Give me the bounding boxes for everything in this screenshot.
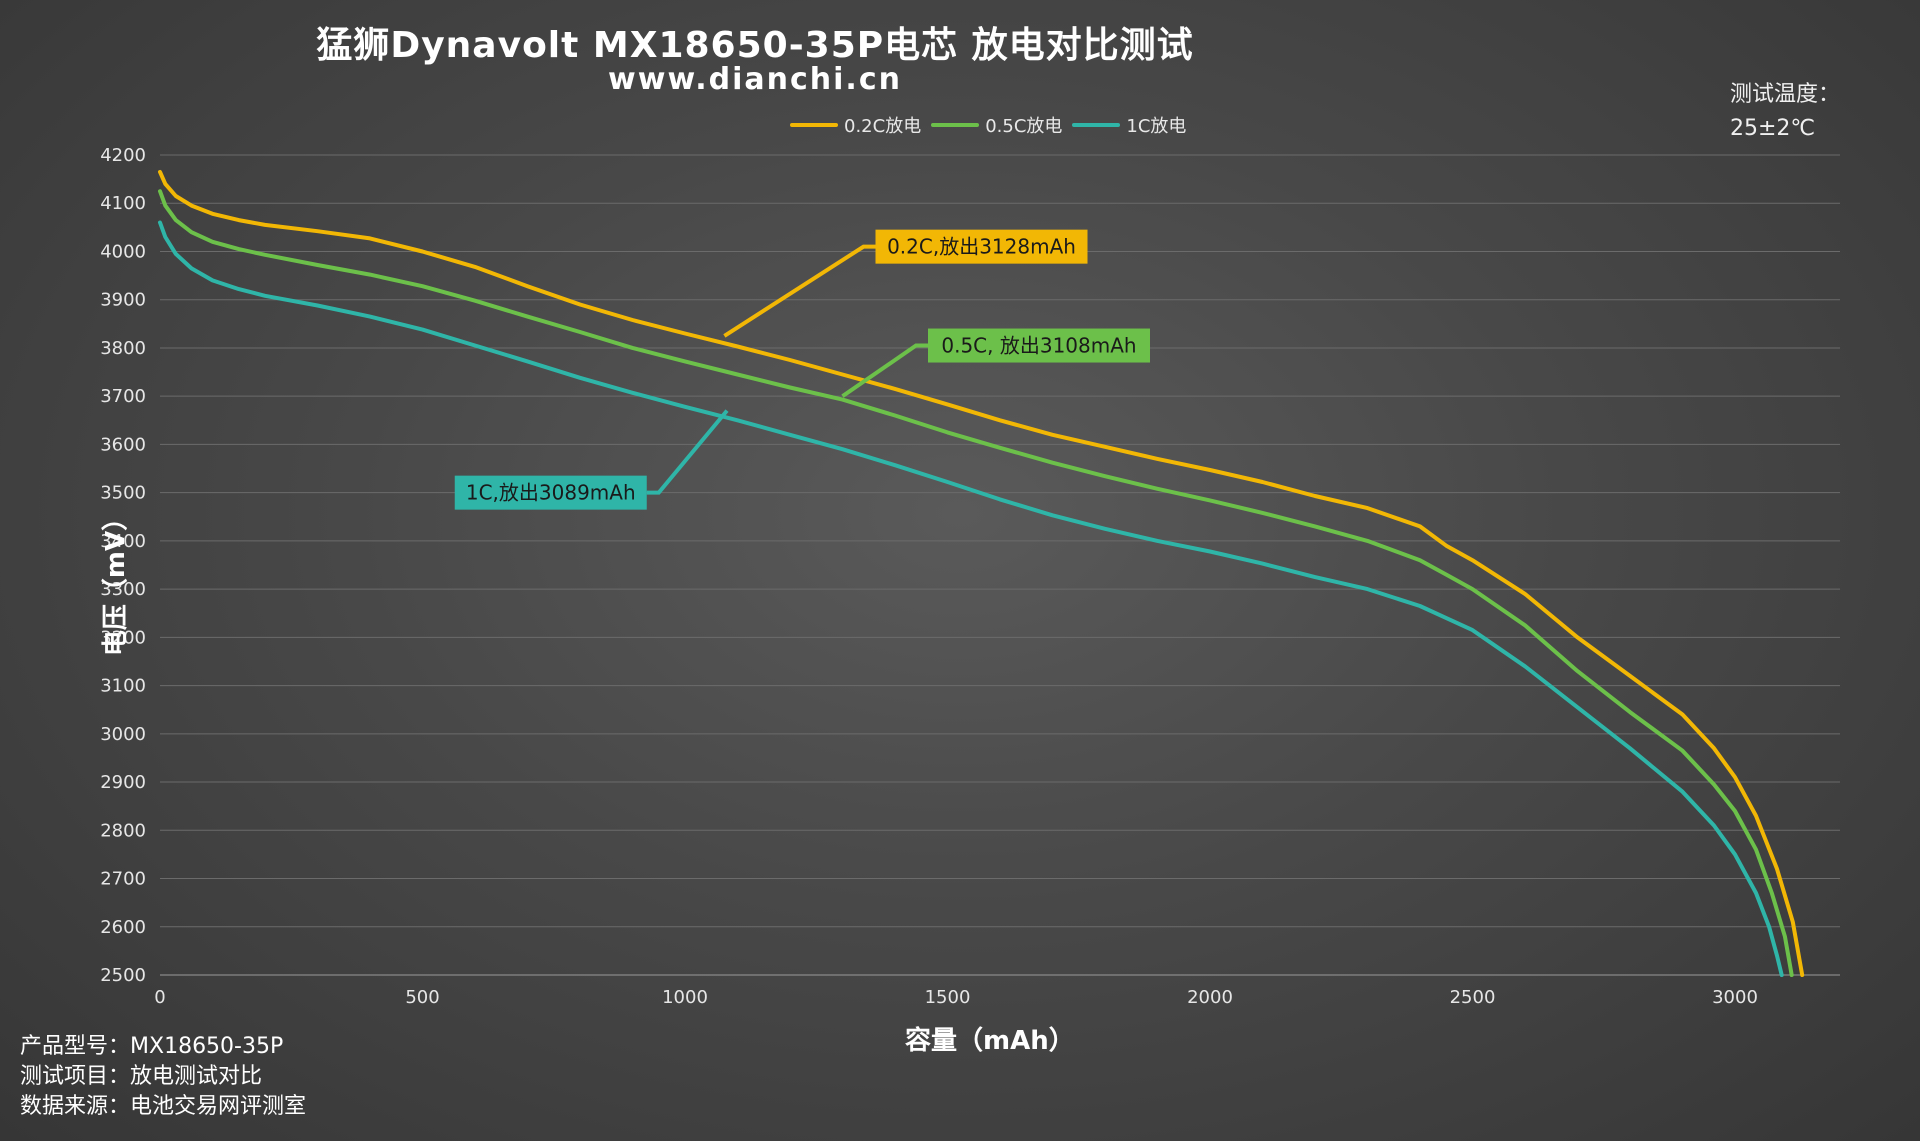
y-tick-label: 2800 xyxy=(100,820,146,841)
legend-item-0.2c: 0.2C放电 xyxy=(790,112,921,138)
legend-label-1c: 1C放电 xyxy=(1126,116,1187,137)
legend-swatch-1c xyxy=(1072,123,1121,127)
chart-subtitle: www.dianchi.cn xyxy=(608,62,902,97)
y-tick-label: 3700 xyxy=(100,386,146,407)
y-tick-label: 4000 xyxy=(100,241,146,262)
footer-item-value: 放电测试对比 xyxy=(130,1064,263,1089)
y-tick-labels: 2500 2600 2700 2800 2900 3000 3100 3200 3300 3400… xyxy=(100,145,146,986)
x-tick-label: 1500 xyxy=(925,987,971,1008)
callout-box-0 xyxy=(875,229,1088,264)
chart-grid xyxy=(160,154,1840,976)
y-tick-label: 3900 xyxy=(100,290,146,311)
y-tick-label: 2600 xyxy=(100,917,146,938)
callout-label-1: 0.5C, 放出3108mAh xyxy=(941,334,1136,358)
callout-box-2 xyxy=(454,475,647,510)
x-tick-label: 1000 xyxy=(662,987,708,1008)
y-tick-label: 4200 xyxy=(100,145,146,166)
y-tick-label: 2500 xyxy=(100,965,146,986)
chart-title: 猛狮Dynavolt MX18650-35P电芯 放电对比测试 xyxy=(316,25,1194,66)
footer-model-label: 产品型号： xyxy=(20,1034,131,1059)
legend-item-0.5c: 0.5C放电 xyxy=(931,112,1062,138)
legend-label-0.5c: 0.5C放电 xyxy=(985,116,1063,137)
series-line-0 xyxy=(158,169,1805,977)
x-tick-label: 0 xyxy=(154,987,165,1008)
y-tick-label: 2700 xyxy=(100,869,146,890)
legend-swatch-0.5c xyxy=(931,123,980,127)
x-tick-label: 3000 xyxy=(1712,987,1758,1008)
footer-source: 数据来源：电池交易网评测室 xyxy=(20,1092,306,1122)
y-tick-label: 3500 xyxy=(100,483,146,504)
footer-model: 产品型号：MX18650-35P xyxy=(20,1032,306,1062)
temperature-label: 测试温度： xyxy=(1730,82,1841,107)
y-tick-label: 3000 xyxy=(100,724,146,745)
legend-item-1c: 1C放电 xyxy=(1072,112,1186,138)
legend-label-0.2c: 0.2C放电 xyxy=(844,116,922,137)
callout-label-2: 1C,放出3089mAh xyxy=(466,481,636,505)
chart-callouts: 0.2C,放出3128mAh 0.5C, 放出3108mAh 1C,放出3089mA… xyxy=(454,229,1150,510)
y-tick-label: 3300 xyxy=(100,579,146,600)
y-tick-label: 3100 xyxy=(100,676,146,697)
footer-item: 测试项目：放电测试对比 xyxy=(20,1062,306,1092)
y-tick-label: 3600 xyxy=(100,434,146,455)
callout-box-1 xyxy=(928,328,1150,363)
y-tick-label: 4100 xyxy=(100,193,146,214)
x-tick-label: 2500 xyxy=(1450,987,1496,1008)
callout-leader-2 xyxy=(646,409,729,495)
x-tick-label: 500 xyxy=(405,987,439,1008)
series-line-2 xyxy=(158,220,1784,977)
chart-legend: 0.2C放电 0.5C放电 1C放电 xyxy=(790,112,1186,138)
series-line-1 xyxy=(158,189,1794,977)
y-tick-label: 3200 xyxy=(100,627,146,648)
legend-swatch-0.2c xyxy=(790,123,838,127)
footer-item-label: 测试项目： xyxy=(20,1064,131,1089)
y-tick-label: 3800 xyxy=(100,338,146,359)
chart-series xyxy=(158,169,1805,977)
x-tick-label: 2000 xyxy=(1187,987,1233,1008)
footer-source-label: 数据来源： xyxy=(20,1094,131,1119)
callout-leader-1 xyxy=(841,343,928,398)
footer-model-value: MX18650-35P xyxy=(130,1034,284,1059)
x-axis-label: 容量（mAh） xyxy=(905,1026,1075,1056)
y-axis-label: 电压（mV） xyxy=(101,504,132,657)
temperature-note: 测试温度： 25±2℃ xyxy=(1730,78,1840,146)
y-tick-label: 2900 xyxy=(100,772,146,793)
callout-label-0: 0.2C,放出3128mAh xyxy=(887,235,1076,259)
x-tick-labels: 0 500 1000 1500 2000 2500 3000 xyxy=(154,987,1758,1008)
y-tick-label: 3400 xyxy=(100,531,146,552)
footer-source-value: 电池交易网评测室 xyxy=(130,1094,307,1119)
temperature-value: 25±2℃ xyxy=(1730,116,1816,141)
footer-info: 产品型号：MX18650-35P 测试项目：放电测试对比 数据来源：电池交易网评… xyxy=(20,1032,306,1122)
callout-leader-0 xyxy=(723,244,876,338)
